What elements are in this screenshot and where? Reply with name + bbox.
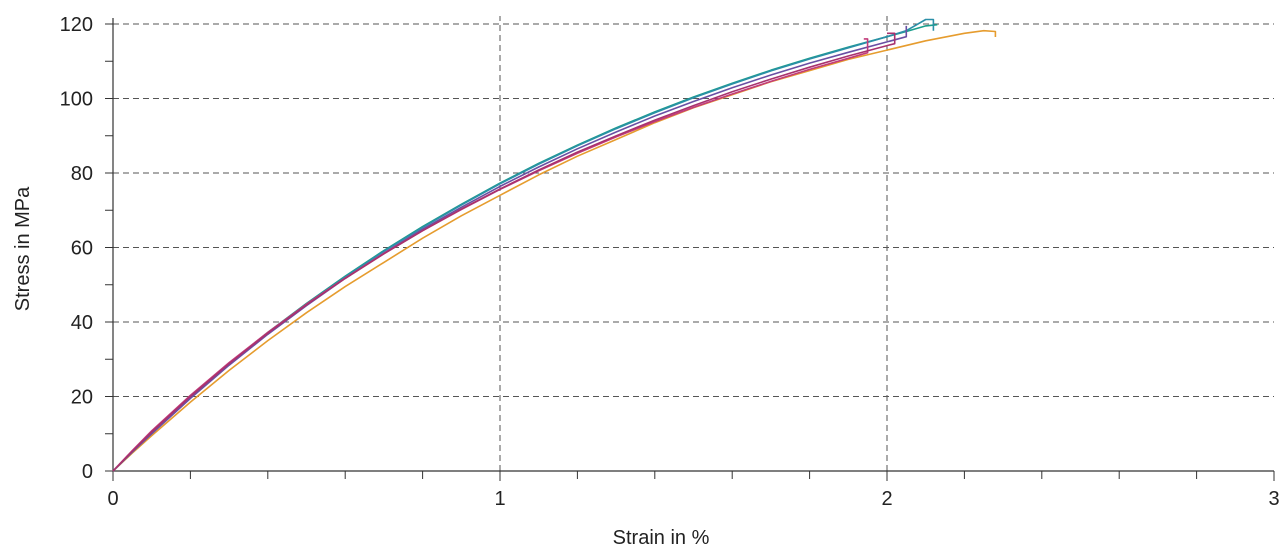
y-tick-label: 40 — [71, 312, 93, 334]
y-tick-label: 120 — [60, 14, 93, 36]
series-line-3 — [112, 18, 935, 472]
tick-labels: 0 20 40 60 80 100 120 0 1 2 3 — [60, 14, 1280, 510]
x-axis-label: Strain in % — [613, 527, 710, 549]
x-tick-label: 0 — [107, 488, 118, 510]
x-tick-label: 2 — [881, 488, 892, 510]
axes — [105, 18, 1275, 481]
y-tick-label: 0 — [82, 461, 93, 483]
data-series — [112, 18, 997, 472]
y-axis-label: Stress in MPa — [12, 186, 34, 311]
series-line-1 — [112, 29, 997, 472]
y-tick-label: 60 — [71, 238, 93, 260]
series-line-6 — [112, 32, 896, 472]
y-tick-label: 20 — [71, 387, 93, 409]
series-line-5 — [112, 38, 869, 472]
x-tick-label: 3 — [1268, 488, 1279, 510]
x-tick-label: 1 — [494, 488, 505, 510]
grid-lines — [113, 16, 1274, 471]
y-tick-label: 80 — [71, 163, 93, 185]
y-tick-label: 100 — [60, 89, 93, 111]
series-line-4 — [112, 25, 908, 472]
